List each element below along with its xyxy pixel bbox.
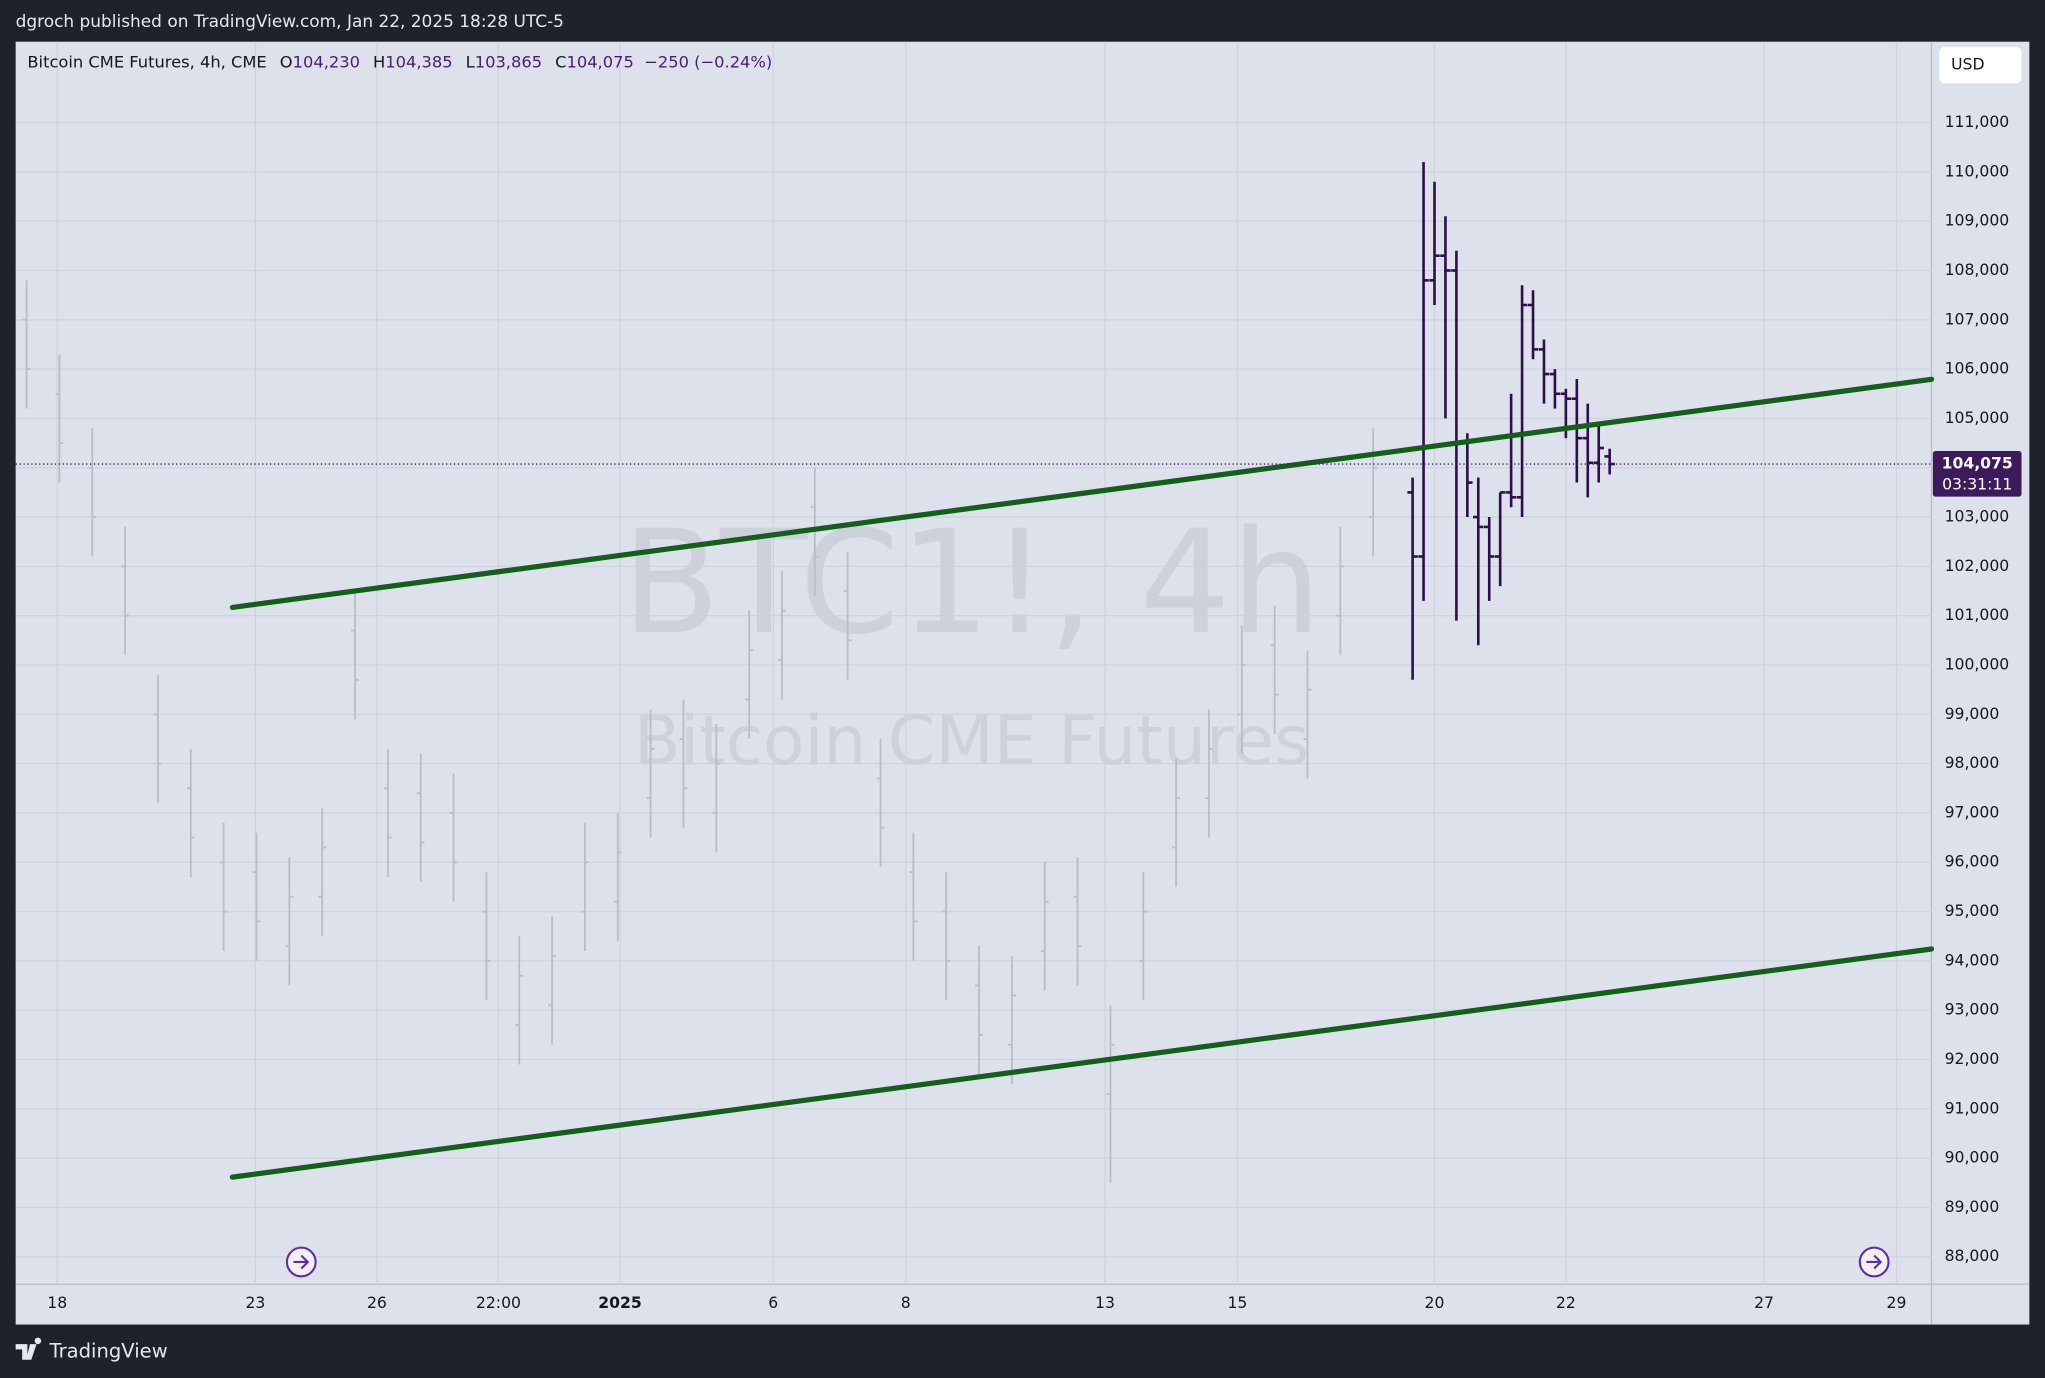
legend-title: Bitcoin CME Futures, 4h, CME xyxy=(27,52,266,71)
legend-value: 104,385 xyxy=(385,52,452,71)
marks xyxy=(15,161,1935,1183)
x-tick-label: 23 xyxy=(245,1293,265,1312)
y-tick-label: 98,000 xyxy=(1945,753,2000,772)
y-tick-label: 93,000 xyxy=(1945,1000,2000,1019)
y-tick-label: 90,000 xyxy=(1945,1148,2000,1167)
watermark-name: Bitcoin CME Futures xyxy=(634,701,1310,780)
x-tick-label: 15 xyxy=(1227,1293,1247,1312)
y-tick-label: 88,000 xyxy=(1945,1246,2000,1265)
y-tick-label: 95,000 xyxy=(1945,901,2000,920)
grid xyxy=(15,41,1932,1285)
x-tick-label: 8 xyxy=(901,1293,911,1312)
x-tick-label: 26 xyxy=(367,1293,387,1312)
last-price-label: 104,075 xyxy=(1942,454,2013,473)
y-tick-label: 99,000 xyxy=(1945,704,2000,723)
x-tick-label: 13 xyxy=(1095,1293,1115,1312)
y-tick-label: 100,000 xyxy=(1945,654,2010,673)
legend-key: O xyxy=(280,52,293,71)
price-axis xyxy=(1931,41,2030,1285)
y-tick-label: 110,000 xyxy=(1945,161,2010,180)
y-tick-label: 105,000 xyxy=(1945,408,2010,427)
replay-icon[interactable] xyxy=(285,1246,317,1278)
y-tick-label: 101,000 xyxy=(1945,605,2010,624)
y-tick-label: 103,000 xyxy=(1945,507,2010,526)
y-tick-label: 94,000 xyxy=(1945,950,2000,969)
trendline xyxy=(229,376,1935,611)
legend-change: −250 (−0.24%) xyxy=(644,52,772,71)
legend: Bitcoin CME Futures, 4h, CME O104,230 H104… xyxy=(27,52,772,71)
x-tick-label: 18 xyxy=(47,1293,67,1312)
y-tick-label: 92,000 xyxy=(1945,1049,2000,1068)
y-tick-label: 111,000 xyxy=(1945,112,2010,131)
countdown: 03:31:11 xyxy=(1942,474,2012,493)
y-tick-label: 102,000 xyxy=(1945,556,2010,575)
header-text: dgroch published on TradingView.com, Jan… xyxy=(16,11,564,31)
x-tick-label: 22 xyxy=(1556,1293,1576,1312)
legend-key: H xyxy=(373,52,385,71)
y-tick-label: 89,000 xyxy=(1945,1197,2000,1216)
time-axis xyxy=(15,1284,2030,1325)
x-tick-label: 6 xyxy=(768,1293,778,1312)
footer-brand: TradingView xyxy=(49,1339,168,1362)
replay-arrow[interactable] xyxy=(1866,1254,1883,1270)
x-tick-label: 22:00 xyxy=(476,1293,521,1312)
labels: 88,000 89,000 90,000 91,000 92,000 93,000 94,0… xyxy=(27,52,2022,1312)
replay-arrow[interactable] xyxy=(293,1254,310,1270)
logo-mark xyxy=(15,1337,42,1360)
y-tick-label: 109,000 xyxy=(1945,211,2010,230)
x-tick-label: 20 xyxy=(1425,1293,1445,1312)
x-tick-label: 29 xyxy=(1887,1293,1907,1312)
x-tick-label: 2025 xyxy=(598,1293,642,1312)
trendline xyxy=(229,946,1935,1180)
replay-icon[interactable] xyxy=(1858,1246,1890,1278)
logo xyxy=(15,1337,42,1360)
legend-key: L xyxy=(466,52,475,71)
watermark: BTC1!, 4h Bitcoin CME Futures xyxy=(622,499,1322,780)
x-tick-label: 27 xyxy=(1754,1293,1774,1312)
watermark-symbol: BTC1!, 4h xyxy=(622,499,1322,666)
currency-button[interactable] xyxy=(1939,46,2022,84)
legend-value: 103,865 xyxy=(475,52,542,71)
y-tick-label: 91,000 xyxy=(1945,1098,2000,1117)
y-tick-label: 96,000 xyxy=(1945,852,2000,871)
legend-key: C xyxy=(555,52,566,71)
legend-value: 104,075 xyxy=(566,52,633,71)
legend-value: 104,230 xyxy=(293,52,360,71)
y-tick-label: 97,000 xyxy=(1945,802,2000,821)
y-tick-label: 108,000 xyxy=(1945,260,2010,279)
y-tick-label: 106,000 xyxy=(1945,359,2010,378)
last-price-box xyxy=(1932,451,2022,497)
y-tick-label: 107,000 xyxy=(1945,309,2010,328)
currency-label[interactable]: USD xyxy=(1951,55,1984,74)
